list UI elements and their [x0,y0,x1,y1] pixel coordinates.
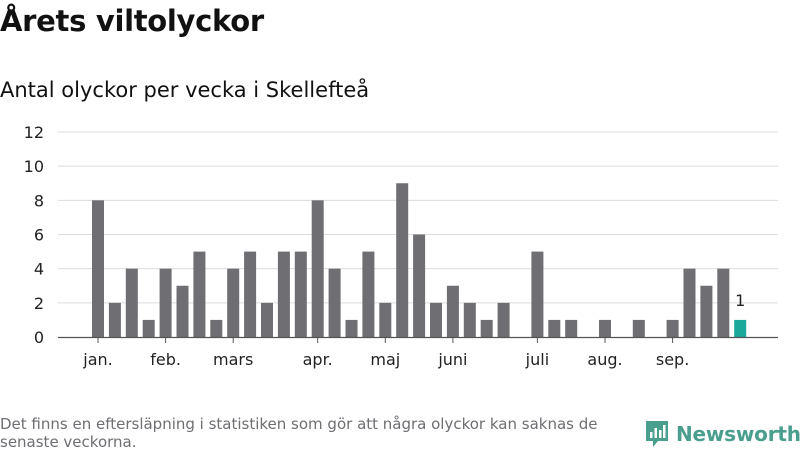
bar [294,251,307,337]
y-tick-label: 8 [34,191,44,210]
bar [108,302,121,337]
y-tick-label: 6 [34,226,44,245]
x-tick-label: juli [525,350,549,369]
bar [311,200,324,337]
bar [159,268,172,337]
data-label: 1 [735,291,745,310]
y-tick-label: 12 [24,123,44,142]
bar [480,319,493,337]
brand-name: Newsworthy [676,422,800,446]
bar [599,319,611,337]
x-tick-label: juni [437,350,467,369]
bar [548,319,561,337]
bar [277,251,290,337]
bar [413,234,426,337]
bar [261,302,273,337]
bar [463,302,476,337]
bar [92,200,104,337]
bar-highlight [734,319,747,337]
bar [227,268,240,337]
bar [328,268,341,337]
bar [362,251,375,337]
bar [531,251,544,337]
brand: Newsworthy [644,419,800,449]
bar [683,268,696,337]
bar [193,251,206,337]
bar [632,319,645,337]
bar [396,183,409,337]
y-tick-label: 2 [34,294,44,313]
bar [345,319,358,337]
bar [666,319,679,337]
bar [446,285,459,337]
bar [244,251,257,337]
y-tick-label: 4 [34,260,44,279]
bar [379,302,392,337]
x-tick-label: mars [213,350,253,369]
bar [210,319,223,337]
bar [565,319,578,337]
chart-subtitle: Antal olyckor per vecka i Skellefteå [0,78,370,102]
bar [700,285,713,337]
bar [142,319,155,337]
bar [717,268,730,337]
x-tick-label: sep. [656,350,689,369]
bar [497,302,510,337]
x-tick-label: aug. [587,350,622,369]
x-tick-label: jan. [82,350,112,369]
x-tick-label: feb. [150,350,181,369]
chart-title: Årets viltolyckor [0,4,264,38]
y-tick-label: 0 [34,328,44,347]
y-tick-label: 10 [24,157,44,176]
x-tick-label: apr. [303,350,333,369]
bar [176,285,189,337]
footnote: Det finns en eftersläpning i statistiken… [0,415,598,451]
x-tick-label: maj [370,350,400,369]
bar-chart: 0 2 4 6 8 10 12 1 jan. feb. mars apr. maj juni juli aug… [24,123,778,369]
newsworthy-logo-icon [646,421,668,447]
bar [125,268,138,337]
bar [430,302,442,337]
